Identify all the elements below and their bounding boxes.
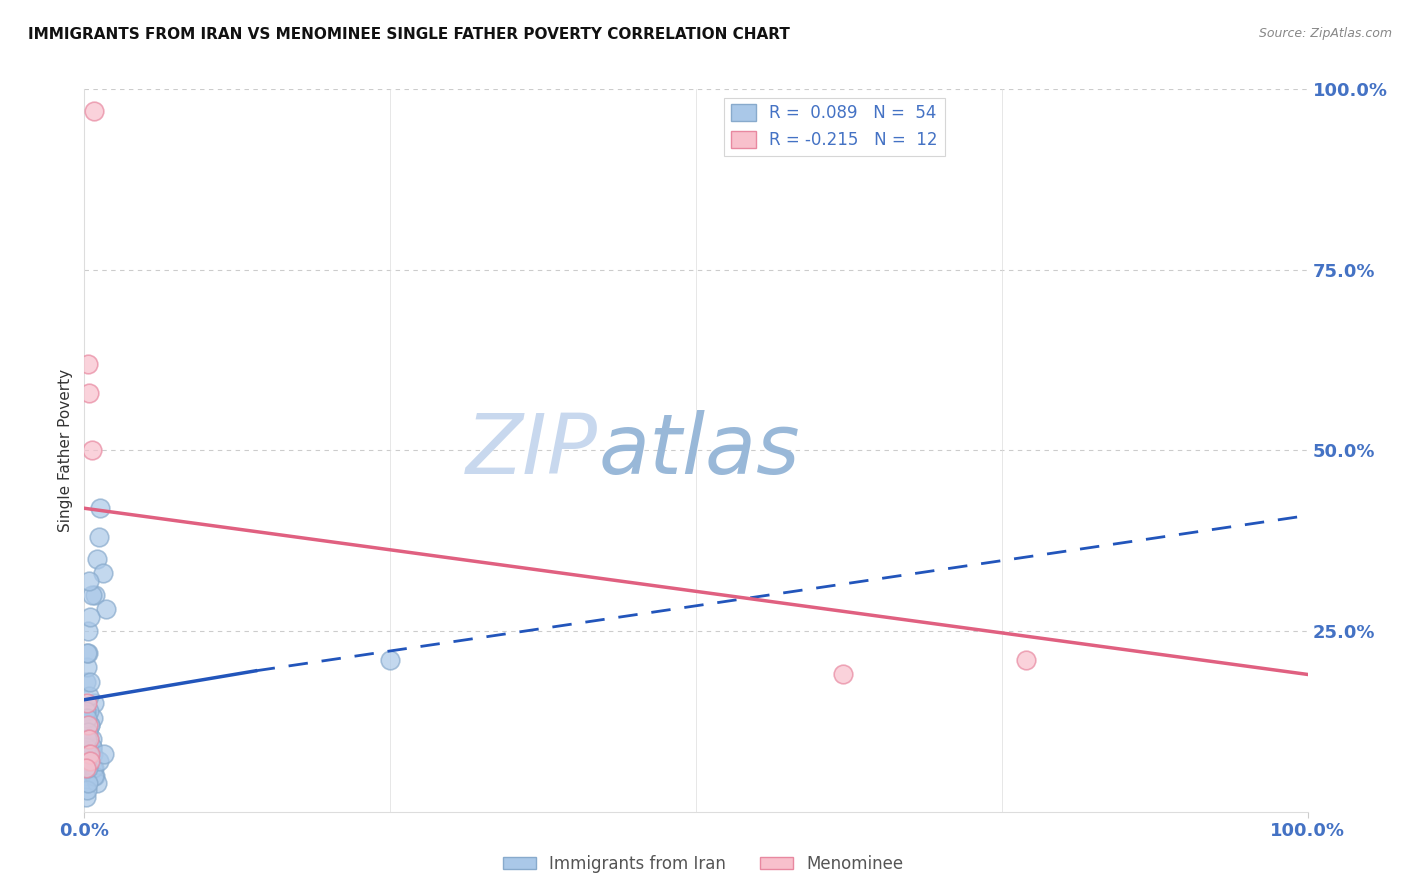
Y-axis label: Single Father Poverty: Single Father Poverty (58, 369, 73, 532)
Point (84, 588, 107, 602)
Point (77, 704, 100, 718)
Point (87, 530, 110, 544)
Point (75, 761, 97, 775)
Text: Source: ZipAtlas.com: Source: ZipAtlas.com (1258, 27, 1392, 40)
Point (83, 769, 105, 783)
Point (79, 747, 101, 761)
Point (76, 696, 98, 710)
Point (77, 574, 100, 588)
Point (80, 588, 103, 602)
Point (77, 624, 100, 639)
Point (75, 776, 97, 790)
Point (77, 754, 100, 768)
Point (75, 704, 97, 718)
Point (77, 385, 100, 400)
Point (77, 646, 100, 660)
Point (77, 718, 100, 732)
Point (77, 747, 100, 761)
Point (77, 747, 100, 761)
Point (80, 732, 103, 747)
Point (77, 761, 100, 775)
Point (80, 739, 103, 754)
Point (79, 754, 101, 768)
Point (86, 776, 108, 790)
Point (77, 754, 100, 768)
Point (75, 739, 97, 754)
Point (91, 566, 114, 581)
Point (831, 667, 853, 681)
Point (77, 357, 100, 371)
Point (79, 609, 101, 624)
Point (83, 103, 105, 118)
Text: IMMIGRANTS FROM IRAN VS MENOMINEE SINGLE FATHER POVERTY CORRELATION CHART: IMMIGRANTS FROM IRAN VS MENOMINEE SINGLE… (28, 27, 790, 42)
Point (93, 747, 115, 761)
Point (82, 711, 104, 725)
Point (76, 732, 98, 747)
Point (83, 761, 105, 775)
Point (79, 718, 101, 732)
Point (77, 732, 100, 747)
Point (83, 696, 105, 710)
Point (86, 551, 108, 566)
Point (77, 732, 100, 747)
Point (77, 776, 100, 790)
Point (76, 761, 98, 775)
Point (76, 769, 98, 783)
Point (75, 754, 97, 768)
Point (76, 761, 98, 775)
Point (82, 761, 104, 775)
Legend: R =  0.089   N =  54, R = -0.215   N =  12: R = 0.089 N = 54, R = -0.215 N = 12 (724, 97, 945, 155)
Point (75, 790, 97, 805)
Text: atlas: atlas (598, 410, 800, 491)
Point (96, 602, 118, 616)
Point (80, 739, 103, 754)
Point (87, 754, 110, 768)
Point (77, 689, 100, 703)
Point (79, 754, 101, 768)
Point (76, 783, 98, 797)
Point (76, 711, 98, 725)
Point (79, 718, 101, 732)
Point (80, 443, 103, 458)
Point (79, 674, 101, 689)
Point (380, 653, 402, 667)
Point (77, 725, 100, 739)
Point (1015, 653, 1038, 667)
Text: ZIP: ZIP (467, 410, 598, 491)
Point (75, 674, 97, 689)
Point (76, 646, 98, 660)
Point (82, 747, 104, 761)
Point (76, 660, 98, 674)
Point (89, 501, 111, 516)
Point (77, 747, 100, 761)
Point (84, 769, 107, 783)
Legend: Immigrants from Iran, Menominee: Immigrants from Iran, Menominee (496, 848, 910, 880)
